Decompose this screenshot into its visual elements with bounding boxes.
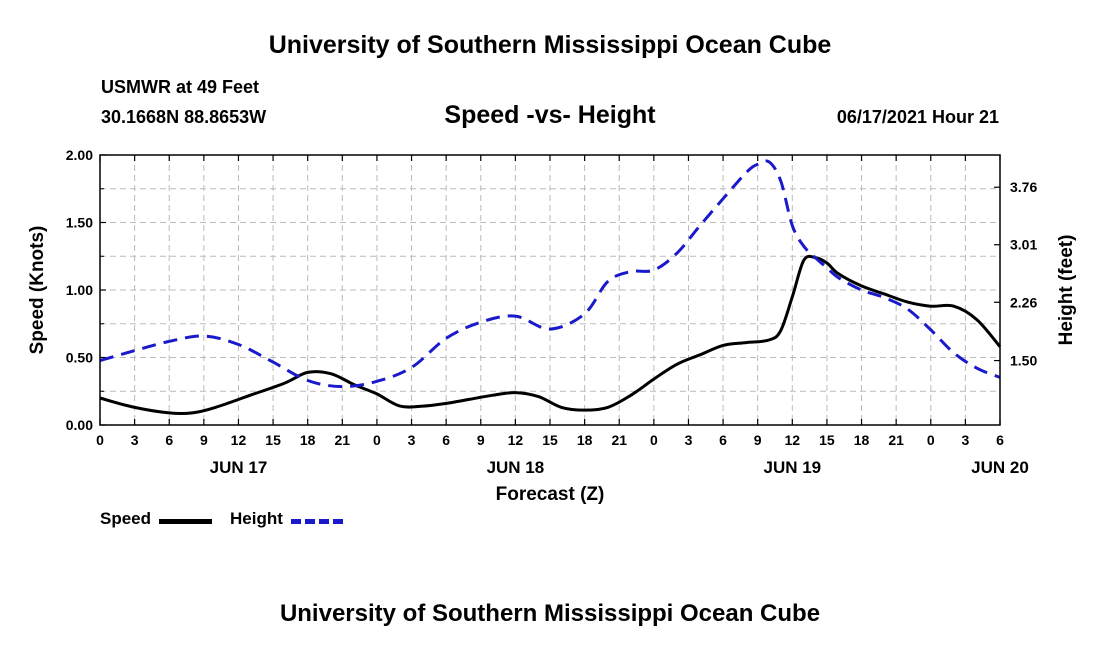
x-tick-label: 6 [442,432,450,448]
y-axis-label: Speed (Knots) [27,226,48,355]
x-tick-label: 3 [408,432,416,448]
series-line-speed [99,254,1002,416]
x-tick-label: 6 [719,432,727,448]
x-tick-label: 3 [685,432,693,448]
x-tick-label: 21 [888,432,904,448]
x-tick-label: 0 [96,432,104,448]
y2-tick-label: 2.26 [1010,294,1037,310]
x-tick-label: 18 [854,432,870,448]
x-tick-label: 21 [335,432,351,448]
legend-speed-swatch [159,519,212,524]
chart-title: Speed -vs- Height [444,101,656,129]
x-tick-label: 12 [785,432,801,448]
legend-height-swatch [291,519,343,524]
x-tick-label: 15 [819,432,835,448]
x-tick-label: 0 [373,432,381,448]
bottom-title: University of Southern Mississippi Ocean… [279,600,821,627]
y-tick-label: 2.00 [66,147,93,163]
x-tick-label: 12 [508,432,524,448]
x-axis-label: Forecast (Z) [496,484,605,505]
coordinates-label: 30.1668N 88.8653W [101,107,267,127]
legend-height-label: Height [230,509,283,528]
x-tick-label: 6 [165,432,173,448]
x-tick-label: 9 [754,432,762,448]
x-tick-label: 0 [927,432,935,448]
x-tick-label: 3 [131,432,139,448]
chart: 0 3 6 9 12 15 18 21 0 3 6 9 12 15 18 21 0 3 6 9 12 15 18 21 0 3 6 0… [27,147,1077,505]
y-tick-label: 1.50 [66,215,93,231]
x-tick-label: 15 [265,432,281,448]
x-tick-label: 18 [577,432,593,448]
x-tick-label: 9 [477,432,485,448]
y2-tick-label: 3.01 [1010,237,1037,253]
plot-frame [99,154,1001,426]
y-tick-label: 0.50 [66,350,93,366]
y2-tick-label: 3.76 [1010,179,1037,195]
series-line-height [99,159,1001,389]
timestamp-label: 06/17/2021 Hour 21 [836,107,999,127]
top-title: University of Southern Mississippi Ocean… [268,31,832,59]
x-tick-label: 9 [200,432,208,448]
x-tick-label: 3 [961,432,969,448]
y2-tick-label: 1.50 [1010,353,1037,369]
x-tick-label: 0 [650,432,658,448]
y2-axis-label: Height (feet) [1056,235,1077,346]
station-label: USMWR at 49 Feet [101,77,260,97]
x-tick-label: 12 [231,432,247,448]
x-tick-label: 6 [996,432,1004,448]
x-tick-label: 15 [542,432,558,448]
x-tick-label: 21 [611,432,627,448]
legend-speed-label: Speed [100,509,152,528]
day-label: JUN 19 [763,458,821,477]
day-label: JUN 17 [210,458,268,477]
y-tick-label: 1.00 [66,282,93,298]
day-label: JUN 18 [487,458,545,477]
x-tick-label: 18 [300,432,316,448]
y-tick-label: 0.00 [66,417,93,433]
day-label: JUN 20 [971,458,1029,477]
